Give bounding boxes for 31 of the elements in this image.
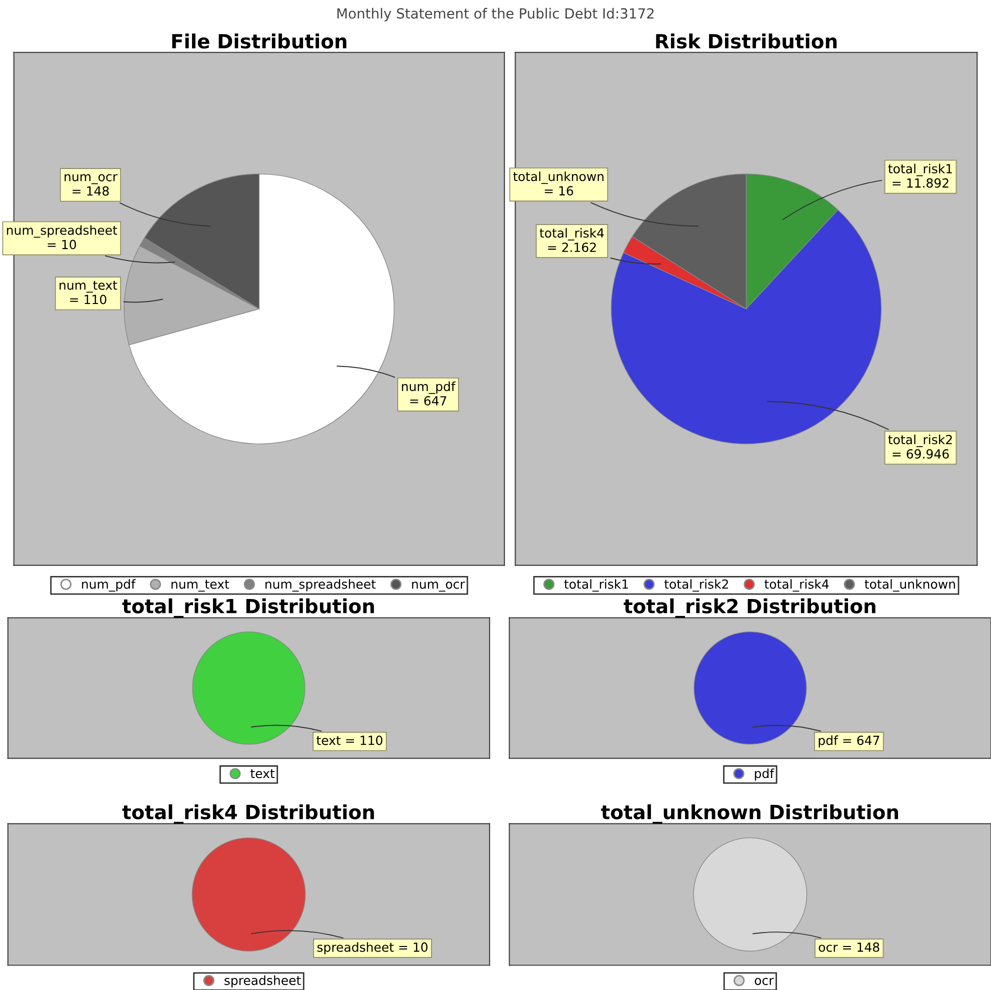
legend-label: num_pdf (82, 579, 136, 592)
text: Monthly Statement of the Public Debt Id:3172 (337, 8, 654, 22)
chart-title: total_risk1 Distribution (122, 598, 374, 618)
data-label: num_ocr = 148 (64, 174, 118, 196)
chart-title: total_risk4 Distribution (122, 804, 374, 824)
chart-title: total_unknown Distribution (601, 804, 898, 824)
data-label: num_pdf = 647 (402, 381, 456, 406)
data-label: total_risk1 = 11.892 (888, 164, 952, 188)
data-label: pdf = 647 (818, 735, 880, 748)
data-label: total_unknown = 16 (513, 171, 604, 196)
chart-title: total_risk2 Distribution (624, 598, 876, 618)
data-label: total_risk4 = 2.162 (540, 228, 604, 252)
legend-label: text (250, 769, 275, 778)
legend-label: num_ocr (412, 582, 465, 592)
legend-label: total_risk4 (764, 579, 829, 592)
legend-label: ocr (754, 978, 774, 986)
legend-label: num_spreadsheet (266, 579, 376, 592)
data-label: num_text = 110 (60, 280, 118, 304)
data-label: total_risk2 = 69.946 (888, 434, 952, 459)
legend-label: pdf (754, 768, 774, 781)
data-label: num_spreadsheet = 10 (7, 225, 118, 250)
legend-label: spreadsheet (224, 975, 301, 988)
data-label: ocr = 148 (818, 942, 880, 952)
legend-label: num_text (172, 580, 230, 592)
data-label: text = 110 (316, 736, 382, 746)
legend-label: total_risk2 (664, 579, 728, 592)
data-label: spreadsheet = 10 (317, 942, 428, 954)
legend-label: total_risk1 (564, 579, 628, 592)
chart-title: File Distribution (172, 34, 346, 49)
chart-title: Risk Distribution (656, 34, 837, 49)
legend-label: total_unknown (864, 579, 955, 592)
